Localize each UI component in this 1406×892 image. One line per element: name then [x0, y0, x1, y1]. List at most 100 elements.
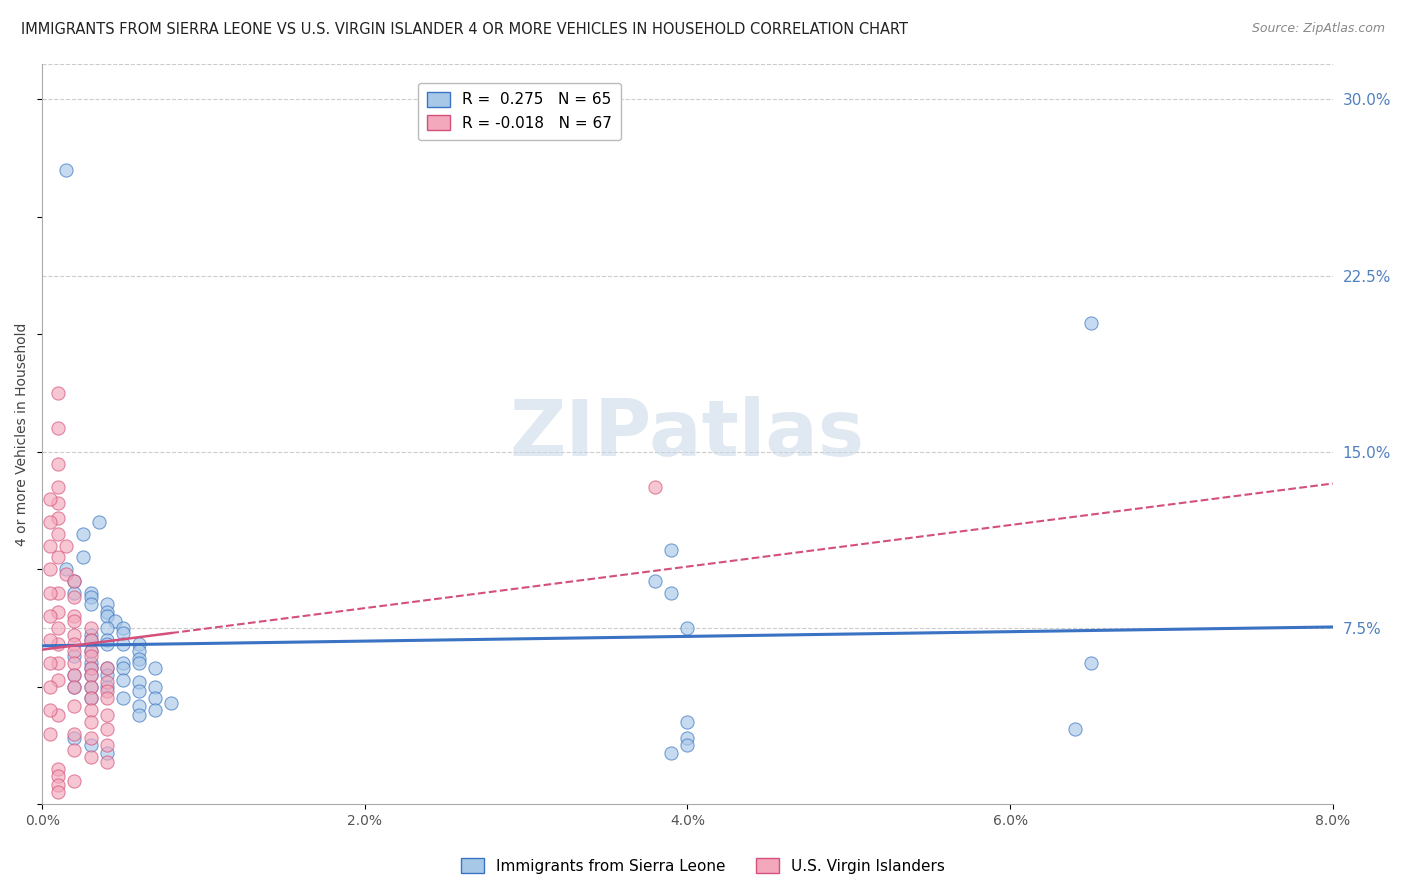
Point: [96, 598, 118, 612]
Point: [46, 785, 69, 799]
Point: [46, 637, 69, 651]
Point: [79, 714, 101, 729]
Legend: R =  0.275   N = 65, R = -0.018   N = 67: R = 0.275 N = 65, R = -0.018 N = 67: [418, 83, 621, 140]
Point: [46, 510, 69, 524]
Point: [644, 574, 666, 588]
Point: [96, 609, 118, 624]
Point: [143, 680, 166, 694]
Point: [659, 746, 682, 760]
Point: [63, 637, 86, 651]
Point: [63, 574, 86, 588]
Point: [79, 680, 101, 694]
Point: [111, 657, 134, 671]
Point: [39, 515, 62, 529]
Point: [79, 661, 101, 675]
Point: [79, 628, 101, 642]
Point: [63, 657, 86, 671]
Point: [55, 539, 77, 553]
Point: [143, 691, 166, 706]
Point: [96, 684, 118, 698]
Point: [63, 668, 86, 682]
Point: [111, 661, 134, 675]
Point: [39, 539, 62, 553]
Point: [79, 739, 101, 753]
Point: [46, 496, 69, 510]
Point: [39, 586, 62, 600]
Point: [63, 727, 86, 741]
Point: [676, 621, 699, 635]
Point: [79, 750, 101, 764]
Point: [79, 703, 101, 717]
Point: [79, 691, 101, 706]
Point: [72, 550, 94, 565]
Point: [676, 739, 699, 753]
Point: [128, 651, 150, 665]
Point: [39, 680, 62, 694]
Point: [79, 644, 101, 658]
Point: [96, 637, 118, 651]
Point: [79, 632, 101, 647]
Point: [46, 386, 69, 401]
Point: [128, 675, 150, 690]
Point: [79, 668, 101, 682]
Point: [1063, 722, 1085, 736]
Point: [63, 586, 86, 600]
Point: [79, 621, 101, 635]
Point: [96, 691, 118, 706]
Legend: Immigrants from Sierra Leone, U.S. Virgin Islanders: Immigrants from Sierra Leone, U.S. Virgi…: [454, 852, 952, 880]
Point: [96, 722, 118, 736]
Point: [143, 703, 166, 717]
Point: [46, 527, 69, 541]
Point: [63, 680, 86, 694]
Point: [63, 591, 86, 605]
Point: [79, 591, 101, 605]
Point: [46, 586, 69, 600]
Point: [96, 621, 118, 635]
Point: [63, 773, 86, 788]
Point: [63, 731, 86, 746]
Point: [63, 614, 86, 628]
Point: [111, 625, 134, 640]
Point: [63, 743, 86, 757]
Point: [96, 668, 118, 682]
Point: [104, 614, 127, 628]
Point: [96, 739, 118, 753]
Point: [63, 609, 86, 624]
Point: [1080, 657, 1102, 671]
Point: [46, 657, 69, 671]
Point: [63, 668, 86, 682]
Point: [128, 684, 150, 698]
Point: [46, 550, 69, 565]
Point: [72, 527, 94, 541]
Point: [39, 562, 62, 576]
Point: [79, 661, 101, 675]
Point: [128, 657, 150, 671]
Point: [46, 421, 69, 435]
Point: [659, 586, 682, 600]
Text: IMMIGRANTS FROM SIERRA LEONE VS U.S. VIRGIN ISLANDER 4 OR MORE VEHICLES IN HOUSE: IMMIGRANTS FROM SIERRA LEONE VS U.S. VIR…: [21, 22, 908, 37]
Point: [96, 661, 118, 675]
Point: [96, 680, 118, 694]
Point: [39, 632, 62, 647]
Point: [46, 621, 69, 635]
Point: [79, 668, 101, 682]
Point: [160, 696, 183, 710]
Y-axis label: 4 or more Vehicles in Household: 4 or more Vehicles in Household: [15, 322, 30, 546]
Point: [96, 632, 118, 647]
Point: [79, 598, 101, 612]
Point: [96, 605, 118, 619]
Point: [79, 644, 101, 658]
Point: [39, 727, 62, 741]
Point: [46, 707, 69, 722]
Point: [676, 731, 699, 746]
Point: [111, 621, 134, 635]
Point: [79, 632, 101, 647]
Point: [96, 755, 118, 769]
Point: [128, 698, 150, 713]
Point: [96, 661, 118, 675]
Point: [46, 779, 69, 793]
Point: [39, 491, 62, 506]
Point: [79, 731, 101, 746]
Point: [128, 637, 150, 651]
Point: [128, 707, 150, 722]
